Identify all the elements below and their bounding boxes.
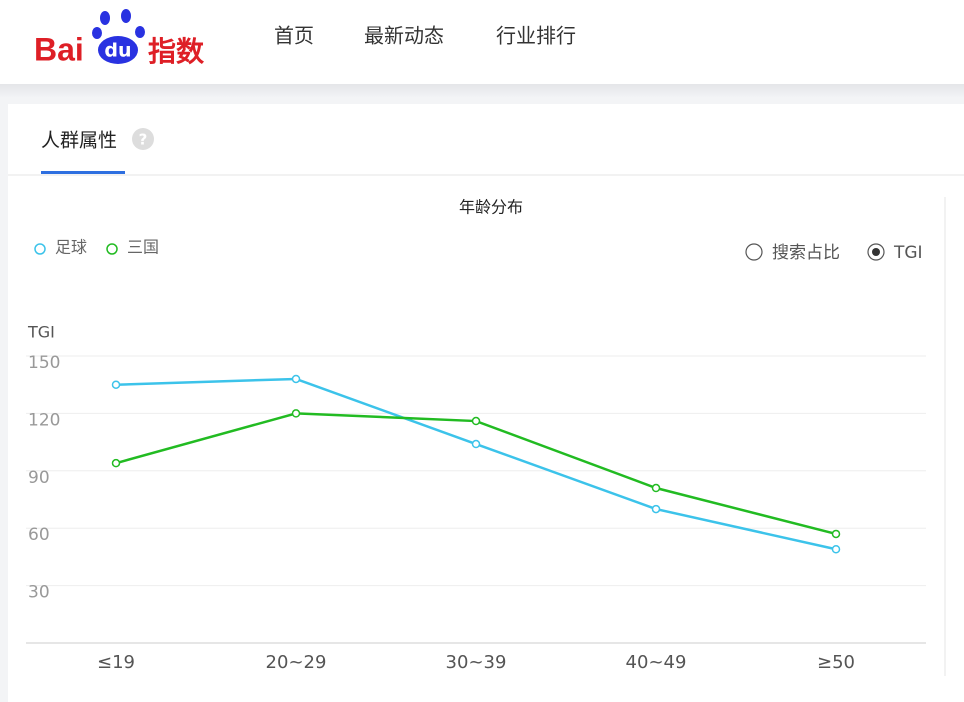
data-point[interactable] — [651, 483, 661, 493]
chart-title: 年龄分布 — [459, 198, 523, 217]
plot: 30 60 90 120 150 ≤19 20~29 30~39 40~49 ≥50 足球 三国 — [26, 238, 926, 673]
data-point[interactable] — [291, 409, 301, 418]
paw-toe — [121, 9, 131, 23]
tab-title[interactable]: 人群属性 — [41, 130, 117, 152]
paw-pad — [98, 36, 138, 64]
paw-toe — [100, 11, 110, 25]
legend-marker[interactable] — [34, 243, 46, 255]
data-point[interactable] — [111, 380, 121, 389]
nav-item[interactable]: 最新动态 — [364, 24, 444, 48]
legend-label[interactable]: 足球 — [55, 238, 87, 257]
logo-brand: Bai — [34, 31, 84, 67]
nav-item[interactable]: 行业排行 — [496, 24, 576, 48]
header-bar — [0, 0, 964, 84]
data-point[interactable] — [831, 544, 841, 554]
data-point[interactable] — [471, 416, 481, 426]
logo-product: 指数 — [148, 35, 205, 68]
y-tick-label: 30 — [28, 583, 50, 603]
radio-label[interactable]: 搜索占比 — [772, 243, 840, 263]
data-point[interactable] — [831, 529, 841, 539]
logo-paw: du — [104, 40, 131, 62]
data-point[interactable] — [291, 374, 301, 384]
card — [8, 104, 964, 702]
help-icon[interactable]: ? — [139, 131, 148, 149]
nav-item[interactable]: 首页 — [274, 24, 314, 48]
paw-toe — [135, 26, 145, 38]
tab-underline — [41, 171, 125, 174]
radio-label[interactable]: TGI — [893, 243, 923, 263]
header-shadow — [0, 84, 964, 98]
logo[interactable]: Bai du 指数 — [34, 9, 205, 68]
y-axis-label: TGI — [27, 323, 55, 342]
data-point[interactable] — [651, 504, 661, 514]
y-tick-label: 90 — [28, 468, 50, 488]
legend-marker[interactable] — [106, 243, 118, 255]
radio-dot[interactable] — [872, 248, 880, 256]
data-point[interactable] — [471, 439, 481, 449]
x-tick-label: 40~49 — [626, 652, 687, 673]
y-tick-label: 150 — [28, 353, 60, 373]
x-tick-label: ≥50 — [817, 652, 855, 673]
y-tick-label: 60 — [28, 525, 50, 545]
data-point[interactable] — [111, 458, 121, 468]
toggle: 搜索占比 TGI — [745, 243, 923, 263]
paw-toe — [92, 27, 102, 39]
y-tick-label: 120 — [28, 410, 60, 430]
legend-label[interactable]: 三国 — [127, 238, 159, 257]
radio[interactable] — [745, 243, 763, 261]
help-icon-bg[interactable] — [132, 128, 154, 150]
x-tick-label: ≤19 — [97, 652, 135, 673]
x-tick-label: 20~29 — [266, 652, 327, 673]
x-tick-label: 30~39 — [446, 652, 507, 673]
